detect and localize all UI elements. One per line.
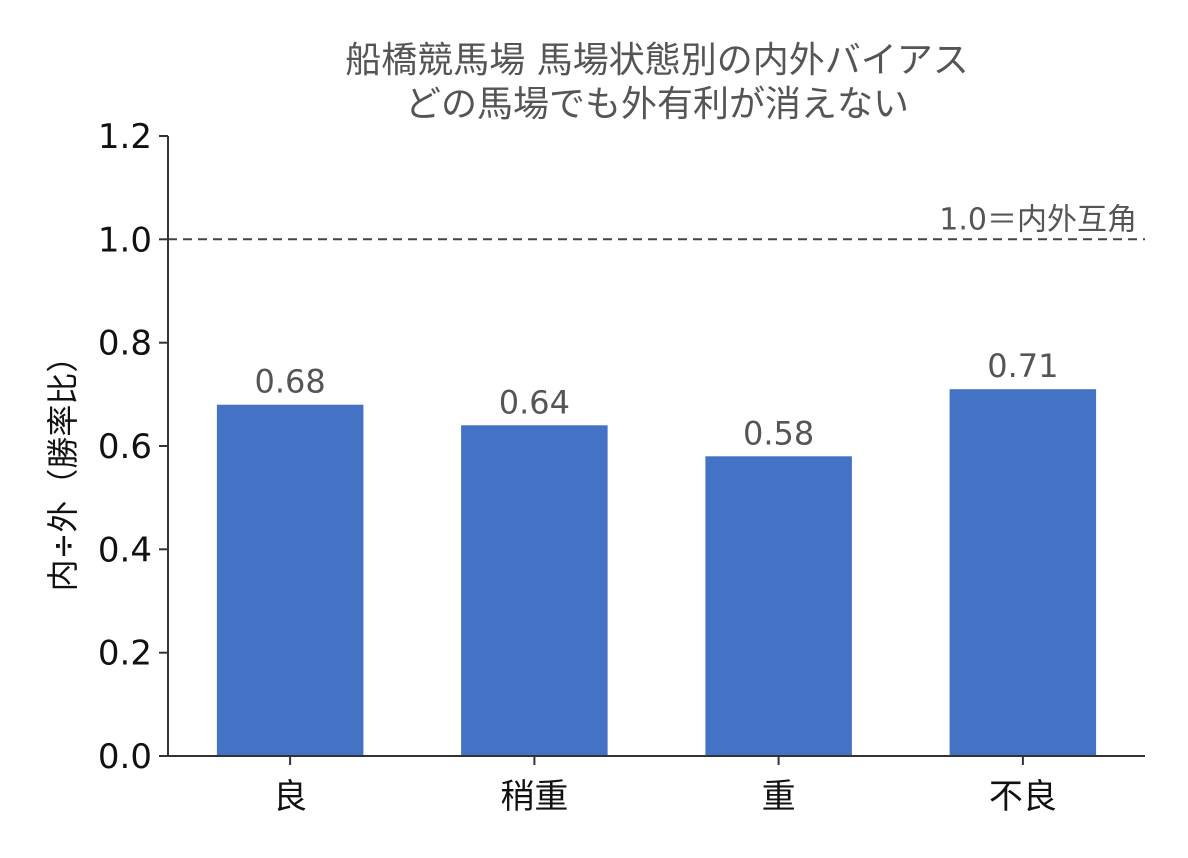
x-tick-label: 重	[762, 777, 796, 817]
y-tick-label: 0.4	[98, 530, 152, 570]
chart-title-line-2: どの馬場でも外有利が消えない	[405, 84, 909, 125]
bars-group	[216, 389, 1097, 756]
bar	[461, 425, 608, 756]
bar	[216, 404, 364, 756]
y-tick-label: 0.0	[98, 737, 152, 777]
x-tick-label: 不良	[989, 777, 1057, 817]
y-tick-label: 0.6	[98, 427, 152, 467]
bar-value-label: 0.64	[499, 383, 570, 421]
bar-value-label: 0.58	[743, 414, 814, 452]
reference-line-label: 1.0＝内外互角	[939, 202, 1137, 237]
bar	[705, 456, 852, 756]
chart-title-line-1: 船橋競馬場 馬場状態別の内外バイアス	[345, 40, 968, 81]
y-tick-label: 1.2	[98, 117, 152, 157]
y-tick-label: 1.0	[98, 220, 152, 260]
x-tick-label: 稍重	[500, 777, 568, 817]
x-tick-label: 良	[273, 777, 307, 817]
y-tick-label: 0.2	[98, 634, 152, 674]
y-axis-ticks: 0.0 0.2 0.4 0.6 0.8 1.0 1.2	[98, 117, 168, 777]
y-axis-label: 内÷外（勝率比）	[44, 341, 82, 592]
value-labels-group: 0.68 0.64 0.58 0.71	[254, 347, 1058, 452]
bar-value-label: 0.71	[987, 347, 1058, 385]
x-axis-ticks: 良 稍重 重 不良	[273, 756, 1057, 817]
bar	[949, 389, 1097, 756]
y-tick-label: 0.8	[98, 324, 152, 364]
bar-value-label: 0.68	[254, 363, 325, 401]
